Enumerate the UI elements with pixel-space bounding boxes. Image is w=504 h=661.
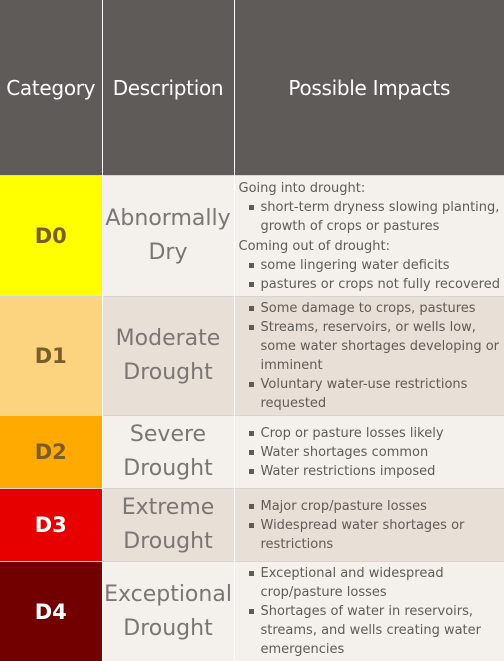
description-cell: Moderate Drought <box>102 297 234 416</box>
header-category: Category <box>0 0 102 176</box>
description-line: Abnormally <box>103 202 234 236</box>
impact-list: some lingering water deficits pastures o… <box>239 256 504 294</box>
description-line: Drought <box>103 525 234 559</box>
description-line: Dry <box>103 236 234 270</box>
impacts-cell: Some damage to crops, pastures Streams, … <box>234 297 504 416</box>
description-line: Drought <box>103 612 234 646</box>
table-row: D0 Abnormally Dry Going into drought: sh… <box>0 176 504 297</box>
list-item: Voluntary water-use restrictions request… <box>239 375 504 413</box>
list-item: Major crop/pasture losses <box>239 497 504 516</box>
list-item: Shortages of water in reservoirs, stream… <box>239 602 504 659</box>
list-item: Widespread water shortages or restrictio… <box>239 516 504 554</box>
impact-list: Some damage to crops, pastures Streams, … <box>239 299 504 413</box>
category-cell: D2 <box>0 416 102 489</box>
list-item: Streams, reservoirs, or wells low, some … <box>239 318 504 375</box>
table-row: D2 Severe Drought Crop or pasture losses… <box>0 416 504 489</box>
header-possible-impacts: Possible Impacts <box>234 0 504 176</box>
category-cell: D3 <box>0 489 102 562</box>
list-item: Exceptional and widespread crop/pasture … <box>239 564 504 602</box>
description-line: Exceptional <box>103 578 234 612</box>
list-item: Some damage to crops, pastures <box>239 299 504 318</box>
impacts-cell: Going into drought: short-term dryness s… <box>234 176 504 297</box>
description-line: Drought <box>103 452 234 486</box>
impacts-cell: Major crop/pasture losses Widespread wat… <box>234 489 504 562</box>
list-item: Water restrictions imposed <box>239 462 504 481</box>
impact-list: Major crop/pasture losses Widespread wat… <box>239 497 504 554</box>
table-row: D3 Extreme Drought Major crop/pasture lo… <box>0 489 504 562</box>
description-line: Severe <box>103 418 234 452</box>
list-item: Crop or pasture losses likely <box>239 424 504 443</box>
header-row: Category Description Possible Impacts <box>0 0 504 176</box>
impact-list: Crop or pasture losses likely Water shor… <box>239 424 504 481</box>
description-cell: Abnormally Dry <box>102 176 234 297</box>
category-cell: D4 <box>0 562 102 661</box>
description-cell: Exceptional Drought <box>102 562 234 661</box>
impacts-cell: Crop or pasture losses likely Water shor… <box>234 416 504 489</box>
list-item: pastures or crops not fully recovered <box>239 275 504 294</box>
table-row: D1 Moderate Drought Some damage to crops… <box>0 297 504 416</box>
description-line: Extreme <box>103 491 234 525</box>
description-line: Drought <box>103 356 234 390</box>
list-item: some lingering water deficits <box>239 256 504 275</box>
list-item: short-term dryness slowing planting, gro… <box>239 198 504 236</box>
impact-group-label: Coming out of drought: <box>239 238 504 255</box>
description-cell: Severe Drought <box>102 416 234 489</box>
impacts-cell: Exceptional and widespread crop/pasture … <box>234 562 504 661</box>
header-description: Description <box>102 0 234 176</box>
description-line: Moderate <box>103 322 234 356</box>
impact-list: Exceptional and widespread crop/pasture … <box>239 564 504 659</box>
impact-group-label: Going into drought: <box>239 180 504 197</box>
category-cell: D0 <box>0 176 102 297</box>
category-cell: D1 <box>0 297 102 416</box>
table-row: D4 Exceptional Drought Exceptional and w… <box>0 562 504 661</box>
description-cell: Extreme Drought <box>102 489 234 562</box>
impact-list: short-term dryness slowing planting, gro… <box>239 198 504 236</box>
list-item: Water shortages common <box>239 443 504 462</box>
